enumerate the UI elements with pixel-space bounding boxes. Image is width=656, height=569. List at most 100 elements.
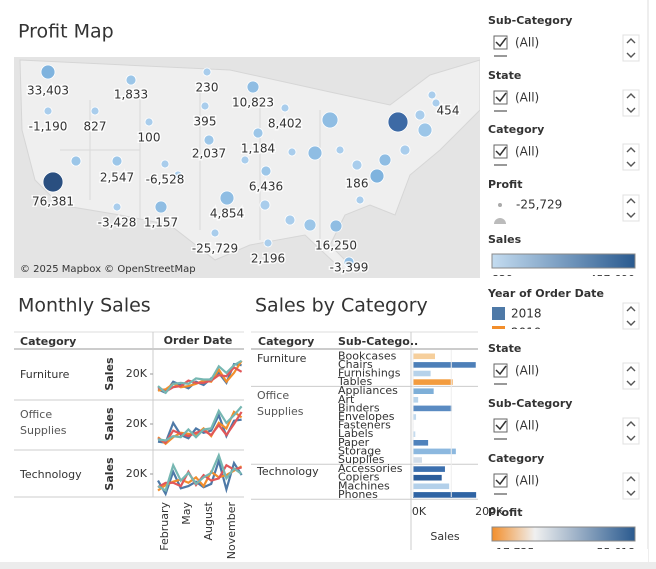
- subcategory-label: Envelopes: [338, 410, 395, 423]
- column-header: Category: [20, 335, 76, 348]
- scroll-arrows: [626, 198, 636, 218]
- map-bubble: [154, 200, 168, 214]
- panel-title: State: [488, 69, 521, 82]
- bar: [413, 492, 477, 498]
- check: [495, 475, 507, 486]
- map-label: 33,403: [27, 84, 69, 98]
- map-bubble: [210, 228, 220, 238]
- bar: [413, 474, 442, 481]
- sales-line: [157, 452, 243, 493]
- subcategory-label: Art: [338, 393, 355, 406]
- map-label: 76,381: [32, 195, 74, 209]
- checkbox[interactable]: [493, 144, 508, 159]
- check: [495, 365, 507, 376]
- panel-title: Profit: [488, 506, 522, 519]
- map-label: 2,196: [251, 252, 285, 266]
- next-item-cut: [494, 110, 507, 112]
- axis-title: Sales: [430, 530, 460, 543]
- scroll-box: [622, 417, 640, 445]
- scroll-box: [622, 89, 640, 117]
- map-bubble: [246, 80, 260, 94]
- map-bubble: [112, 202, 122, 212]
- bar: [413, 440, 429, 446]
- subcategory-label: Tables: [337, 375, 372, 388]
- sales-line: [157, 456, 243, 497]
- bar: [413, 483, 450, 490]
- checkbox[interactable]: [493, 35, 508, 50]
- map-bubble: [343, 256, 355, 268]
- map-label: 186: [346, 177, 369, 191]
- map-bubble: [202, 67, 212, 77]
- panel-title: State: [488, 342, 521, 355]
- check: [495, 146, 507, 157]
- subcategory-label: Accessories: [338, 462, 403, 475]
- panel-title: Category: [488, 123, 544, 136]
- subcategory-label: Fasteners: [338, 419, 391, 432]
- map-label: 100: [138, 131, 161, 145]
- map-bubble: [111, 155, 123, 167]
- checkbox[interactable]: [493, 473, 508, 488]
- bar: [413, 431, 416, 437]
- filter-option: (All): [515, 419, 539, 433]
- map-bubble: [200, 101, 210, 111]
- sales-line: [157, 405, 243, 442]
- map: [14, 57, 480, 278]
- map-label: -6,528: [146, 173, 185, 187]
- y-tick-label: 20K: [126, 367, 148, 380]
- measure-label: Sales: [103, 357, 116, 391]
- map-attribution: © 2025 Mapbox © OpenStreetMap: [20, 264, 196, 275]
- scroll-arrows: [626, 306, 636, 326]
- map-title: Profit Map: [18, 21, 114, 43]
- checkbox[interactable]: [493, 418, 508, 433]
- map-label: 395: [194, 115, 217, 129]
- filter-option: (All): [515, 36, 539, 50]
- checkbox[interactable]: [493, 363, 508, 378]
- map-label: -25,729: [192, 242, 238, 256]
- filter-option: (All): [515, 145, 539, 159]
- map-bubble: [219, 190, 235, 206]
- map-bubble: [144, 117, 154, 127]
- size-dot-cut: [494, 218, 506, 224]
- map-bubble: [387, 111, 409, 133]
- map-bubble: [259, 199, 271, 211]
- map-bubble: [240, 155, 250, 165]
- subcategory-label: Phones: [338, 488, 378, 501]
- next-item-cut: [494, 383, 507, 385]
- bar: [413, 379, 453, 385]
- map-label: 10,823: [232, 96, 274, 110]
- map-label: 1,184: [241, 142, 275, 156]
- map-label: 2,037: [192, 147, 226, 161]
- column-header: Sub-Catego..: [338, 335, 418, 348]
- category-label: Furniture: [257, 352, 307, 365]
- scroll-box: [622, 362, 640, 390]
- panel-title: Sub-Category: [488, 397, 572, 410]
- bar: [413, 388, 434, 394]
- map-label: 230: [196, 81, 219, 95]
- subcategory-label: Labels: [338, 427, 374, 440]
- checkbox[interactable]: [493, 90, 508, 105]
- bar: [413, 353, 435, 360]
- map-label: 827: [84, 120, 107, 134]
- bar: [413, 414, 417, 420]
- map-bubble: [414, 109, 426, 121]
- map-bubble: [42, 171, 64, 193]
- category-label: Technology: [19, 468, 82, 481]
- map-bubble: [417, 122, 433, 138]
- month-label: February: [158, 502, 171, 551]
- scroll-box: [622, 472, 640, 500]
- x-tick-label: 0K: [412, 505, 427, 518]
- scroll-box: [622, 143, 640, 171]
- check: [495, 92, 507, 103]
- scroll-arrows: [626, 366, 636, 386]
- map-bubble: [355, 195, 365, 205]
- map-bubble: [399, 144, 411, 156]
- check: [495, 420, 507, 431]
- color-ramp: [491, 253, 636, 269]
- bar: [413, 466, 445, 472]
- map-label: 1,157: [144, 216, 178, 230]
- monthly-title: Monthly Sales: [18, 295, 151, 317]
- subcategory-label: Storage: [338, 444, 381, 457]
- filter-option: (All): [515, 364, 539, 378]
- tab-strip-cover: [486, 549, 648, 563]
- bar: [413, 370, 431, 377]
